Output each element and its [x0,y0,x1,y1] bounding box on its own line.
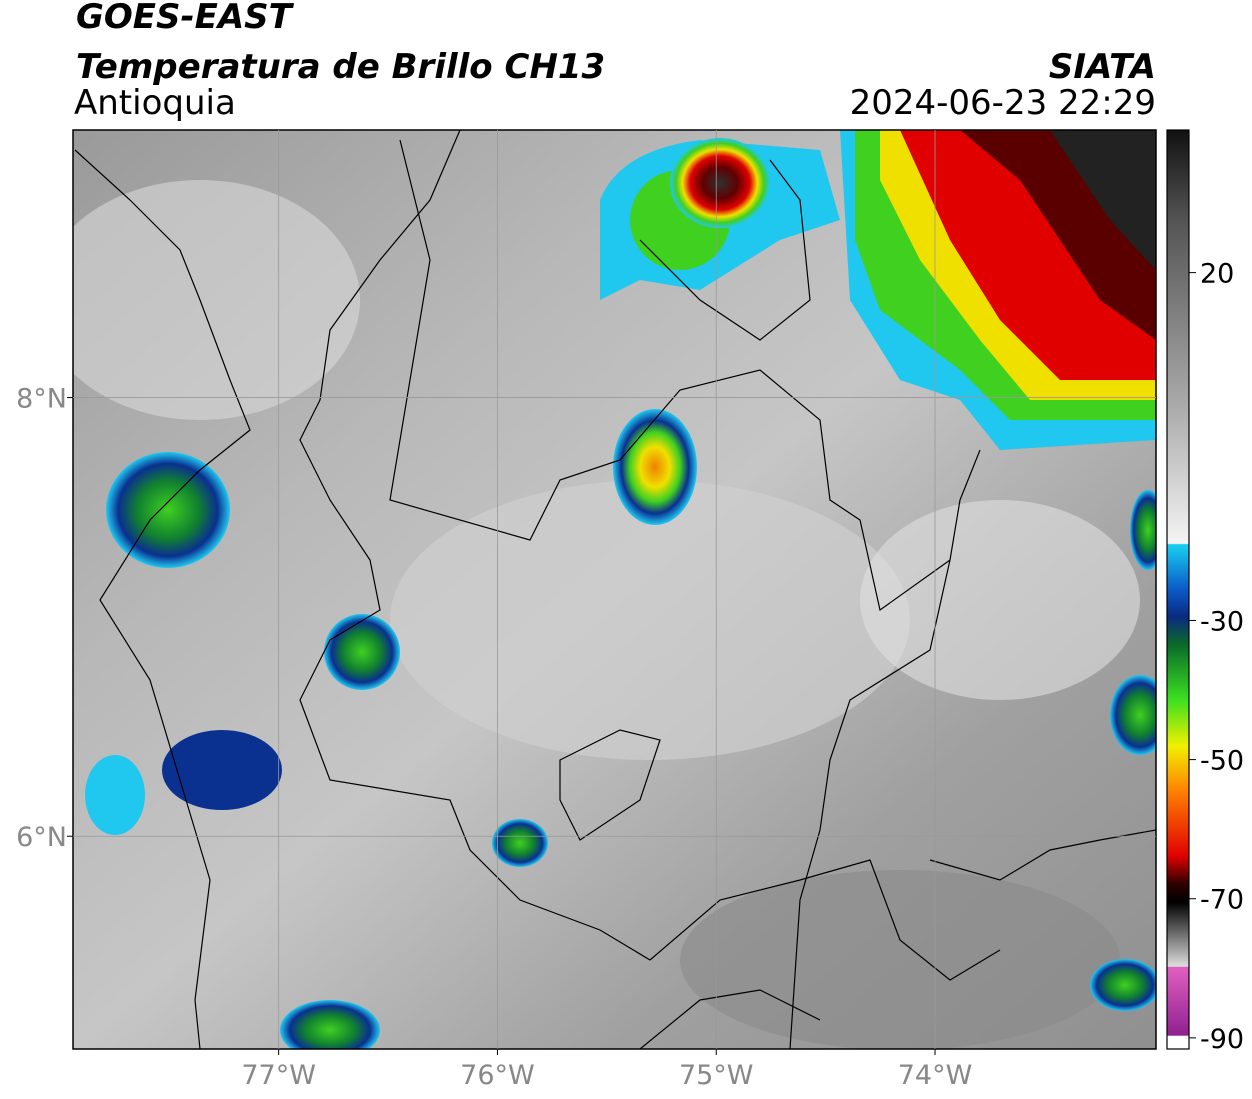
map-frame [72,129,1157,1050]
x-tick-label: 75°W [679,1060,754,1091]
convective-region [1050,130,1156,270]
border [929,829,1156,881]
coastline [74,149,251,1049]
y-tick-label: 8°N [16,384,67,415]
storm-cell [85,755,145,835]
border [639,159,811,341]
source: SIATA [1049,47,1156,87]
storm-cell [106,452,230,568]
colorbar-tick-label: -90 [1200,1024,1244,1055]
datetime: 2024-06-23 22:29 [850,83,1156,123]
title: GOES-EAST [76,0,295,37]
y-tick-label: 6°N [16,822,67,853]
x-tick-label: 76°W [460,1060,535,1091]
border [559,729,661,841]
storm-cell [162,730,282,810]
storm-cell [1090,959,1156,1011]
x-tick-label: 77°W [241,1060,316,1091]
cloud [680,870,1120,1049]
imagery [73,130,1156,1049]
borders [74,130,1156,1049]
subtitle: Temperatura de Brillo CH13 [76,47,605,87]
storm-cell [324,614,400,690]
cloud [73,180,360,420]
colorbar-tick-label: -50 [1200,746,1244,777]
colorbar-tick-label: -30 [1200,606,1244,637]
border [789,559,951,1049]
colorbar [1166,129,1190,1050]
storm-cell [492,819,548,867]
cloud [390,480,910,760]
storm-cell [1130,490,1156,570]
x-tick-label: 74°W [898,1060,973,1091]
storm-cell [1110,675,1156,755]
border [299,130,1001,981]
storm-cell [670,138,770,228]
storm-cell [280,1000,380,1049]
region: Antioquia [74,83,236,123]
border [389,139,981,612]
storm-cell [613,409,697,525]
cloud [860,500,1140,700]
colorbar-tick-label: 20 [1200,259,1234,290]
colorbar-tick-label: -70 [1200,885,1244,916]
border [639,989,821,1049]
